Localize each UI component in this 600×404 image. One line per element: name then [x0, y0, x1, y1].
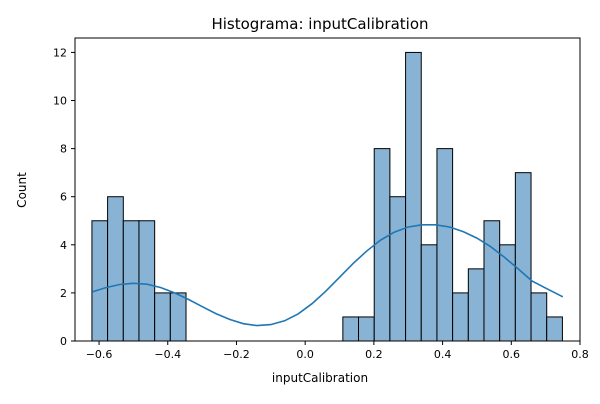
x-axis-label: inputCalibration [272, 371, 368, 385]
y-axis: 0 2 4 6 8 10 12 [53, 46, 75, 348]
histogram-bar [420, 244, 438, 342]
y-tick-label: 8 [60, 143, 67, 156]
x-tick-label: 0.4 [434, 348, 452, 361]
histogram-bar [514, 172, 532, 342]
histogram-bar [107, 196, 124, 342]
x-axis: −0.6 −0.4 −0.2 0.0 0.2 0.4 0.6 0.8 [86, 341, 589, 361]
histogram-bar [154, 292, 171, 342]
y-tick-label: 4 [60, 239, 67, 252]
histogram-bar [483, 220, 501, 342]
y-tick-label: 12 [53, 46, 67, 59]
histogram-bar [546, 316, 563, 342]
x-tick-label: −0.4 [154, 348, 181, 361]
x-tick-label: −0.2 [223, 348, 250, 361]
x-tick-label: 0.2 [365, 348, 383, 361]
histogram-bar [373, 148, 391, 342]
histogram-bar [405, 51, 422, 342]
x-tick-label: 0.8 [571, 348, 589, 361]
x-tick-label: −0.6 [86, 348, 113, 361]
x-tick-label: 0.6 [503, 348, 521, 361]
histogram-bar [467, 268, 485, 342]
histogram-bar [138, 220, 156, 342]
y-axis-label: Count [15, 172, 29, 208]
histogram-bar [436, 148, 454, 342]
histogram-bar [530, 292, 548, 342]
chart-title: Histograma: inputCalibration [211, 15, 428, 33]
histogram-bar [91, 220, 109, 342]
y-tick-label: 10 [53, 95, 67, 108]
plot-frame [74, 37, 581, 342]
y-tick-label: 6 [60, 191, 67, 204]
x-tick-label: 0.0 [296, 348, 314, 361]
histogram-bar [169, 292, 187, 342]
histogram-bar [122, 220, 140, 342]
histogram-bar [358, 316, 375, 342]
y-tick-label: 0 [60, 335, 67, 348]
histogram-bar [389, 196, 407, 342]
histogram-bar [452, 292, 469, 342]
kde-curve [91, 224, 564, 327]
histogram-bar [342, 316, 360, 342]
y-tick-label: 2 [60, 287, 67, 300]
